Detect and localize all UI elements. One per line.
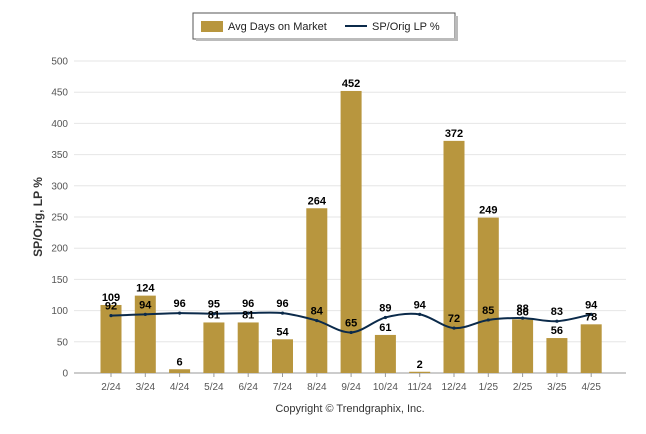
bar-value-label: 81 (208, 309, 220, 321)
x-tick-label: 8/24 (307, 382, 327, 393)
bar (374, 334, 396, 373)
line-value-label: 94 (414, 299, 427, 311)
x-tick-label: 5/24 (204, 382, 224, 393)
bar (477, 217, 499, 373)
bar-value-label: 6 (177, 356, 183, 368)
bar-value-label: 109 (102, 292, 120, 304)
y-tick-label: 150 (51, 275, 68, 286)
bar-value-label: 61 (379, 322, 391, 334)
line-point (349, 330, 353, 335)
bar-value-label: 2 (417, 359, 423, 371)
x-tick-label: 4/24 (170, 382, 190, 393)
line-value-label: 72 (448, 313, 460, 325)
line-value-label: 96 (242, 298, 254, 310)
y-tick-label: 350 (51, 150, 68, 161)
y-tick-label: 300 (51, 181, 68, 192)
line-point (143, 312, 147, 316)
bar (443, 140, 465, 373)
bar (100, 304, 122, 373)
bar-value-label: 372 (445, 128, 463, 140)
bar (512, 319, 534, 373)
x-tick-label: 10/24 (373, 382, 398, 393)
x-tick-label: 4/25 (581, 382, 601, 393)
bar (409, 371, 431, 373)
y-tick-label: 0 (62, 369, 68, 380)
y-tick-label: 400 (51, 119, 68, 130)
x-tick-label: 2/25 (513, 382, 533, 393)
legend-label-days-on-market: Avg Days on Market (228, 21, 327, 33)
line-value-label: 85 (482, 305, 494, 317)
y-tick-label: 450 (51, 88, 68, 99)
y-axis-title: SP/Orig, LP % (31, 177, 45, 257)
line-value-label: 65 (345, 317, 357, 329)
bar-value-label: 264 (308, 195, 327, 207)
x-tick-label: 3/25 (547, 382, 567, 393)
line-point (212, 312, 216, 316)
x-tick-label: 7/24 (273, 382, 293, 393)
y-tick-labels: 0 50 100 150 200 250 300 350 400 450 500 (51, 57, 68, 380)
y-tick-label: 500 (51, 57, 68, 68)
legend-label-sp-orig-lp: SP/Orig LP % (372, 21, 440, 33)
line-point (315, 318, 319, 323)
bar-value-label: 452 (342, 78, 360, 90)
bar-value-label: 81 (242, 309, 254, 321)
line-value-label: 94 (585, 299, 598, 311)
copyright-footer: Copyright © Trendgraphix, Inc. (275, 403, 424, 415)
bar (340, 90, 362, 374)
line-value-label: 95 (208, 299, 220, 311)
line-value-label: 83 (551, 306, 563, 318)
bar-series (100, 90, 602, 374)
line-point (452, 326, 456, 330)
x-tick-label: 12/24 (441, 382, 466, 393)
bar (306, 208, 328, 373)
line-point (486, 318, 490, 322)
line-point (418, 312, 422, 316)
bar (237, 322, 259, 373)
y-tick-label: 100 (51, 306, 68, 317)
bar-value-label: 124 (136, 283, 155, 295)
x-tick-label: 1/25 (479, 382, 499, 393)
line-point (589, 312, 593, 316)
x-tick-label: 3/24 (136, 382, 156, 393)
x-tick-labels: 2/24 3/24 4/24 5/24 6/24 7/24 8/24 9/24 10/24 11/… (101, 373, 601, 393)
line-point (555, 319, 559, 323)
bar (272, 339, 293, 373)
line-value-label: 84 (311, 306, 324, 318)
bar-value-label: 56 (551, 325, 563, 337)
bar (203, 322, 225, 373)
line-point (280, 311, 285, 315)
x-tick-label: 2/24 (101, 382, 121, 393)
x-tick-label: 9/24 (341, 382, 361, 393)
line-point (178, 311, 182, 315)
line-value-label: 88 (516, 303, 528, 315)
x-tick-label: 6/24 (238, 382, 258, 393)
line-point (109, 313, 113, 318)
legend: Avg Days on Market SP/Orig LP % (192, 12, 458, 41)
line-value-label: 96 (276, 298, 288, 310)
x-tick-label: 11/24 (408, 382, 433, 393)
line-value-label: 89 (379, 302, 391, 314)
y-tick-label: 50 (57, 337, 69, 348)
bar-value-label: 86 (516, 306, 528, 318)
y-tick-label: 200 (51, 244, 68, 255)
line-point (246, 311, 250, 315)
bar-value-label: 54 (276, 326, 289, 338)
line-value-label: 92 (105, 301, 117, 313)
bar-value-label: 78 (585, 311, 597, 323)
y-tick-label: 250 (51, 213, 68, 224)
line-point (521, 316, 525, 320)
legend-swatch-days-on-market (201, 21, 223, 32)
line-value-label: 94 (139, 299, 152, 311)
line-point (383, 315, 387, 320)
line-series (109, 311, 593, 335)
bar (169, 369, 191, 373)
bar-value-label: 249 (479, 205, 497, 217)
bar (546, 338, 568, 373)
bar (580, 324, 602, 373)
line-value-label: 96 (173, 298, 185, 310)
